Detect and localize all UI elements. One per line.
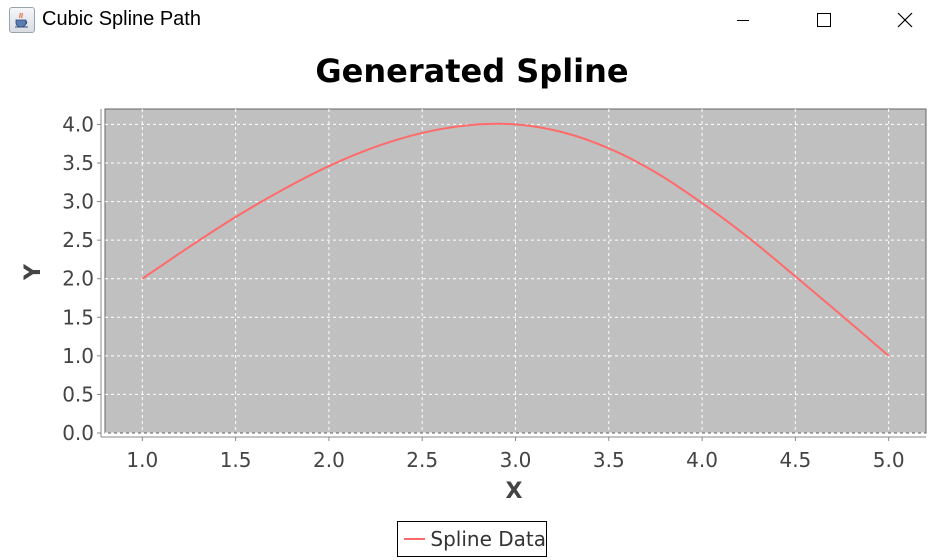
maximize-button[interactable] [801,0,847,40]
x-tick-label: 1.0 [126,448,158,472]
y-tick-label: 0.5 [62,382,94,406]
minimize-button[interactable] [720,0,766,40]
y-tick-label: 3.5 [62,151,94,175]
chart: Generated Spline 1.0 1.5 2.0 2.5 3.0 3.5 4.0 4.… [21,52,927,504]
y-tick-label: 3.0 [62,190,94,214]
y-tick-label: 1.0 [62,344,94,368]
java-cup-icon[interactable] [9,7,35,33]
legend-label: Spline Data [430,527,546,551]
close-button[interactable] [882,0,928,40]
x-tick-label: 2.5 [406,448,438,472]
series-line-spline-data [141,122,890,357]
x-tick-label: 5.0 [873,448,905,472]
x-tick-label: 3.0 [500,448,532,472]
y-tick-label: 2.5 [62,228,94,252]
maximize-icon [817,13,831,27]
x-tick-label: 4.0 [686,448,718,472]
chart-title: Generated Spline [315,52,628,90]
y-tick-label: 2.0 [62,267,94,291]
minimize-icon [737,20,749,21]
y-tick-label: 4.0 [62,112,94,136]
y-tick-label: 0.0 [62,421,94,445]
close-icon [897,12,913,28]
axes: 1.0 1.5 2.0 2.5 3.0 3.5 4.0 4.5 5.0 0.0 0.5 1.0 1.5 2… [62,109,926,472]
y-tick-label: 1.5 [62,305,94,329]
y-axis-label: Y [21,263,46,281]
x-tick-label: 1.5 [220,448,252,472]
legend: Spline Data [397,521,547,557]
x-tick-label: 4.5 [779,448,811,472]
x-tick-label: 3.5 [593,448,625,472]
x-axis-label: X [506,479,523,504]
title-bar: Cubic Spline Path [0,0,945,40]
legend-swatch [404,538,426,540]
x-tick-label: 2.0 [313,448,345,472]
window-title: Cubic Spline Path [42,8,201,30]
series [141,122,890,357]
